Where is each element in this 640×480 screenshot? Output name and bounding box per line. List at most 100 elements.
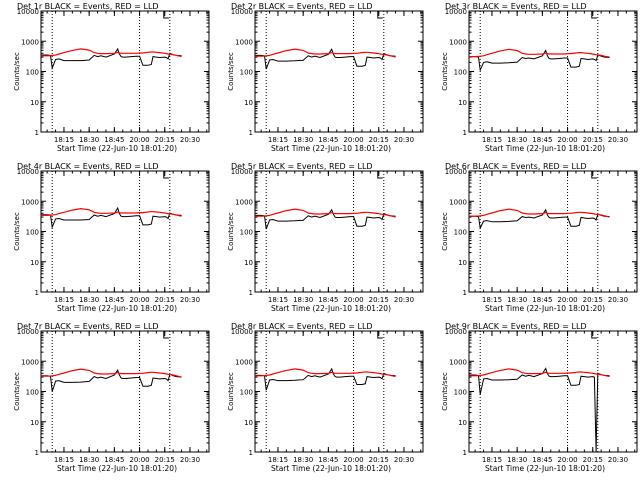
y-axis-label: Counts/sec (441, 372, 449, 411)
lld-series-line (41, 207, 182, 217)
x-tick-label: 18:15 (268, 296, 288, 304)
x-tick-label: 20:15 (583, 456, 603, 464)
lld-series-line (469, 208, 610, 218)
x-tick-label: 18:45 (318, 136, 338, 144)
chart-title: Det 9r BLACK = Events, RED = LLD (445, 322, 587, 331)
chart-panel: Det 6r BLACK = Events, RED = LLD 1 10 100 10… (441, 162, 638, 313)
y-tick-label: 1 (35, 449, 39, 457)
lld-series-line (255, 208, 396, 218)
x-tick-label: 20:30 (394, 296, 414, 304)
chart-panel: Det 7r BLACK = Events, RED = LLD 1 10 100 10… (13, 322, 210, 473)
events-series-line (255, 48, 396, 70)
y-tick-label: 1 (249, 289, 253, 297)
y-axis-label: Counts/sec (441, 52, 449, 91)
y-tick-label: 100 (240, 69, 253, 77)
x-tick-label: 20:00 (557, 296, 577, 304)
y-tick-label: 1000 (21, 38, 39, 46)
x-axis-label: Start Time (22-Jun-10 18:01:20) (485, 464, 605, 473)
chart-title: Det 5r BLACK = Events, RED = LLD (231, 162, 373, 171)
y-axis-label: Counts/sec (227, 52, 235, 91)
x-axis-label: Start Time (22-Jun-10 18:01:20) (271, 144, 391, 153)
events-series-line (469, 367, 610, 453)
x-tick-label: 20:00 (343, 296, 363, 304)
x-tick-label: 20:15 (369, 456, 389, 464)
y-tick-label: 1000 (21, 358, 39, 366)
y-tick-label: 10000 (445, 328, 467, 336)
x-tick-label: 18:45 (532, 136, 552, 144)
x-tick-label: 18:45 (104, 456, 124, 464)
x-axis-label: Start Time (22-Jun-10 18:01:20) (485, 304, 605, 313)
plot-frame (40, 170, 210, 293)
x-axis-label: Start Time (22-Jun-10 18:01:20) (57, 304, 177, 313)
chart-panel: Det 5r BLACK = Events, RED = LLD 1 10 100 10… (227, 162, 424, 313)
y-axis-label: Counts/sec (13, 372, 21, 411)
events-series-line (255, 208, 396, 230)
events-series-line (469, 49, 610, 73)
x-tick-label: 18:30 (293, 296, 313, 304)
y-tick-label: 100 (454, 69, 467, 77)
lld-series-line (41, 368, 182, 378)
x-tick-label: 20:15 (583, 296, 603, 304)
x-tick-label: 20:00 (557, 456, 577, 464)
y-axis-label: Counts/sec (13, 212, 21, 251)
y-tick-label: 1 (249, 449, 253, 457)
x-tick-label: 20:00 (129, 456, 149, 464)
x-tick-label: 20:15 (155, 136, 175, 144)
x-tick-label: 20:15 (369, 136, 389, 144)
bracket-marker (163, 11, 169, 19)
y-tick-label: 10 (244, 99, 253, 107)
x-tick-label: 18:30 (79, 296, 99, 304)
bracket-marker (377, 11, 383, 19)
y-tick-label: 10000 (17, 168, 39, 176)
x-axis-label: Start Time (22-Jun-10 18:01:20) (485, 144, 605, 153)
x-tick-label: 18:15 (54, 296, 74, 304)
y-tick-label: 1000 (235, 38, 253, 46)
x-tick-label: 18:15 (268, 456, 288, 464)
x-tick-label: 20:00 (343, 456, 363, 464)
lld-series-line (255, 368, 396, 378)
y-tick-label: 10 (244, 259, 253, 267)
x-tick-label: 18:15 (54, 456, 74, 464)
chart-panel: Det 4r BLACK = Events, RED = LLD 1 10 100 10… (13, 162, 210, 313)
y-tick-label: 10 (30, 419, 39, 427)
bracket-marker (163, 331, 169, 339)
lld-series-line (41, 48, 182, 58)
chart-panel: Det 2r BLACK = Events, RED = LLD 1 10 100 10… (227, 2, 424, 153)
x-tick-label: 18:30 (507, 296, 527, 304)
events-series-line (41, 47, 182, 71)
x-tick-label: 20:00 (557, 136, 577, 144)
x-tick-label: 18:30 (507, 136, 527, 144)
events-series-line (41, 368, 182, 392)
lld-series-line (255, 48, 396, 58)
x-tick-label: 18:45 (532, 296, 552, 304)
x-axis-label: Start Time (22-Jun-10 18:01:20) (271, 464, 391, 473)
y-tick-label: 1000 (235, 198, 253, 206)
x-tick-label: 20:30 (608, 456, 628, 464)
x-tick-label: 20:30 (180, 296, 200, 304)
x-axis-label: Start Time (22-Jun-10 18:01:20) (57, 464, 177, 473)
x-tick-label: 18:30 (79, 456, 99, 464)
x-tick-label: 18:30 (507, 456, 527, 464)
y-tick-label: 10 (458, 259, 467, 267)
bracket-marker (591, 331, 597, 339)
bracket-marker (163, 171, 169, 179)
y-tick-label: 100 (454, 389, 467, 397)
x-tick-label: 20:00 (343, 136, 363, 144)
chart-title: Det 6r BLACK = Events, RED = LLD (445, 162, 587, 171)
y-tick-label: 10000 (445, 8, 467, 16)
plot-frame (40, 10, 210, 133)
bracket-marker (591, 171, 597, 179)
plot-frame (254, 330, 424, 453)
plot-frame (254, 170, 424, 293)
x-tick-label: 20:15 (583, 136, 603, 144)
y-tick-label: 100 (26, 389, 39, 397)
y-tick-label: 100 (240, 229, 253, 237)
y-tick-label: 100 (26, 229, 39, 237)
x-tick-label: 18:15 (482, 136, 502, 144)
plot-frame (468, 170, 638, 293)
x-tick-label: 18:45 (532, 456, 552, 464)
x-tick-label: 18:15 (482, 296, 502, 304)
y-axis-label: Counts/sec (227, 372, 235, 411)
chart-panel: Det 9r BLACK = Events, RED = LLD 1 10 100 10… (441, 322, 638, 473)
y-tick-label: 1000 (449, 38, 467, 46)
